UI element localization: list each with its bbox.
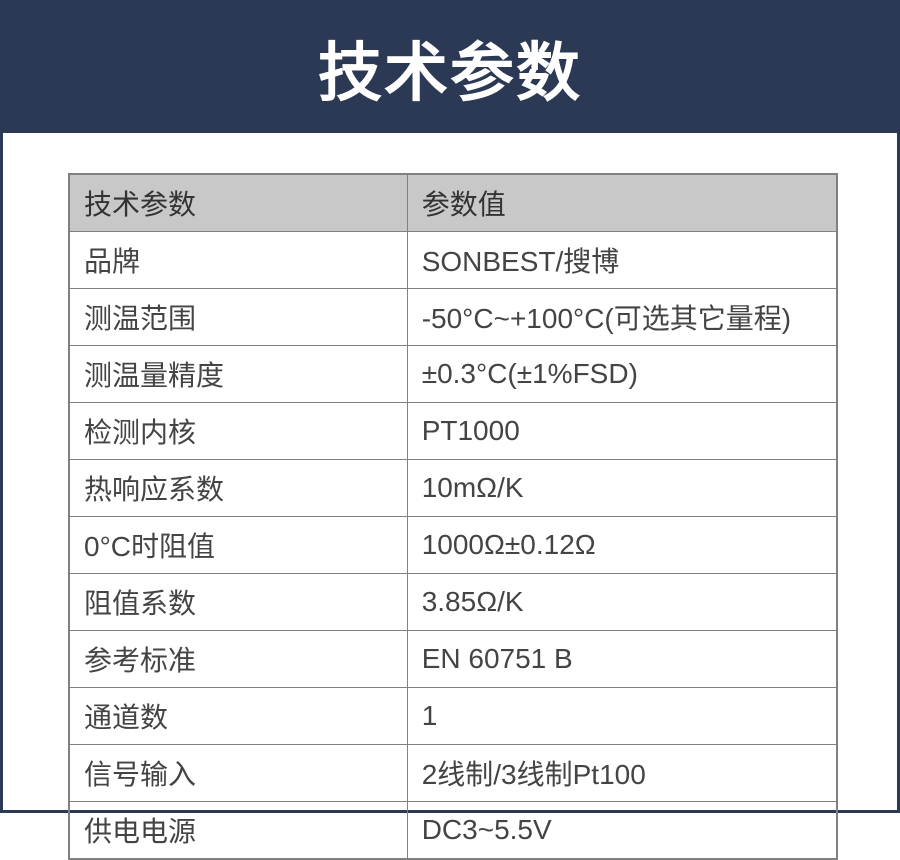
table-row: 阻值系数 3.85Ω/K [69, 574, 837, 631]
spec-panel: 技术参数 技术参数 参数值 品牌 SONBEST/搜博 测温范围 -50°C~+… [0, 0, 900, 813]
title-bar: 技术参数 [3, 3, 897, 133]
param-label: 信号输入 [69, 745, 407, 802]
param-value: 2线制/3线制Pt100 [407, 745, 837, 802]
content-area: 技术参数 参数值 品牌 SONBEST/搜博 测温范围 -50°C~+100°C… [3, 133, 897, 810]
param-value: SONBEST/搜博 [407, 232, 837, 289]
table-row: 测温范围 -50°C~+100°C(可选其它量程) [69, 289, 837, 346]
col-header-value: 参数值 [407, 174, 837, 232]
table-row: 0°C时阻值 1000Ω±0.12Ω [69, 517, 837, 574]
param-label: 0°C时阻值 [69, 517, 407, 574]
panel-title: 技术参数 [318, 22, 582, 114]
param-label: 测温范围 [69, 289, 407, 346]
param-value: PT1000 [407, 403, 837, 460]
param-value: 1 [407, 688, 837, 745]
param-label: 供电电源 [69, 802, 407, 860]
table-header-row: 技术参数 参数值 [69, 174, 837, 232]
table-row: 参考标准 EN 60751 B [69, 631, 837, 688]
param-label: 品牌 [69, 232, 407, 289]
param-label: 通道数 [69, 688, 407, 745]
param-label: 测温量精度 [69, 346, 407, 403]
param-value: DC3~5.5V [407, 802, 837, 860]
param-value: ±0.3°C(±1%FSD) [407, 346, 837, 403]
param-value: 1000Ω±0.12Ω [407, 517, 837, 574]
param-label: 检测内核 [69, 403, 407, 460]
table-row: 信号输入 2线制/3线制Pt100 [69, 745, 837, 802]
col-header-param: 技术参数 [69, 174, 407, 232]
table-row: 测温量精度 ±0.3°C(±1%FSD) [69, 346, 837, 403]
param-value: EN 60751 B [407, 631, 837, 688]
table-row: 热响应系数 10mΩ/K [69, 460, 837, 517]
param-label: 阻值系数 [69, 574, 407, 631]
param-label: 参考标准 [69, 631, 407, 688]
spec-table: 技术参数 参数值 品牌 SONBEST/搜博 测温范围 -50°C~+100°C… [68, 173, 838, 860]
param-value: 10mΩ/K [407, 460, 837, 517]
table-row: 品牌 SONBEST/搜博 [69, 232, 837, 289]
param-label: 热响应系数 [69, 460, 407, 517]
param-value: 3.85Ω/K [407, 574, 837, 631]
table-row: 检测内核 PT1000 [69, 403, 837, 460]
table-row: 通道数 1 [69, 688, 837, 745]
table-row: 供电电源 DC3~5.5V [69, 802, 837, 860]
param-value: -50°C~+100°C(可选其它量程) [407, 289, 837, 346]
